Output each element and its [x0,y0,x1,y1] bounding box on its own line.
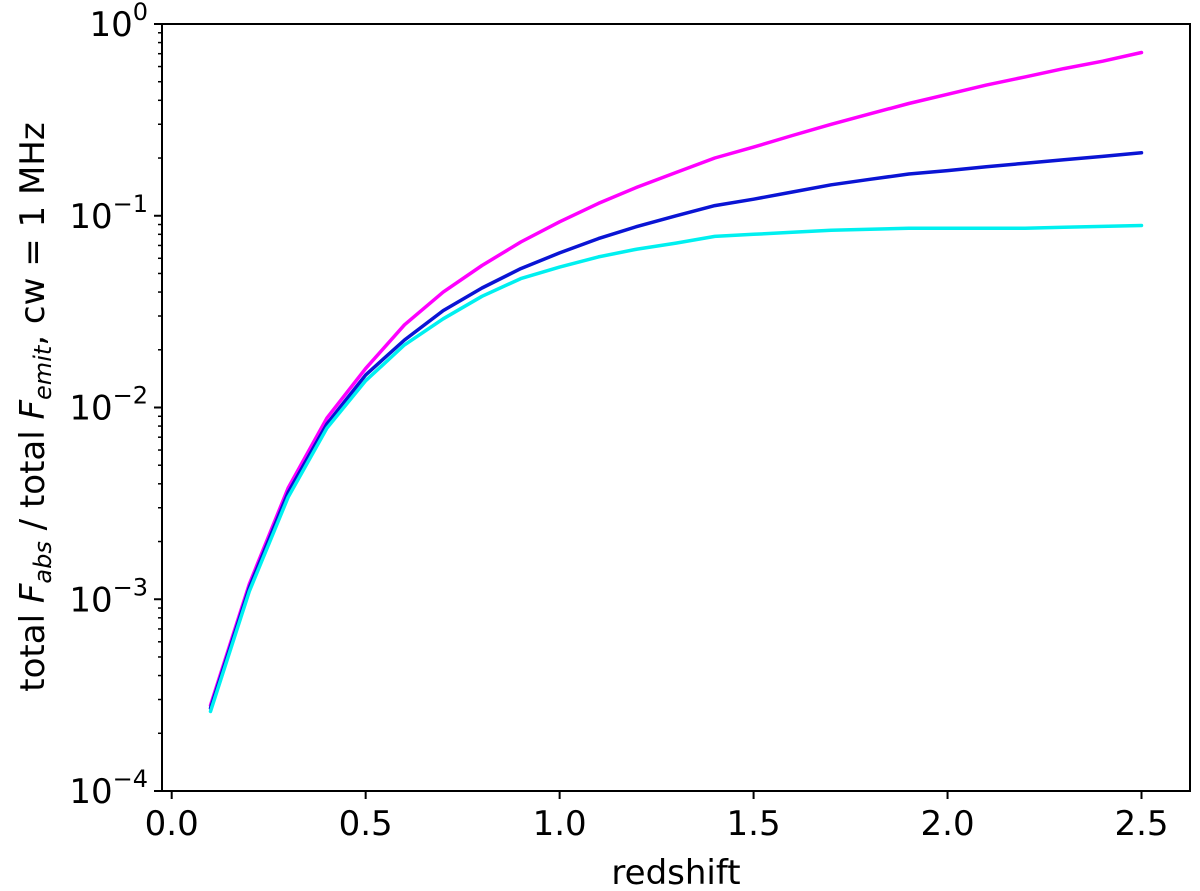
x-tick-label-4: 2.0 [921,804,975,844]
y-tick-label-3: 10−3 [69,573,148,620]
y-axis-label-middle: / total [13,420,53,542]
y-axis-ticks: 100 10−1 10−2 10−3 10−4 [69,0,162,812]
y-axis-label-prefix: total [13,603,53,692]
y-tick-label-2: 10−2 [69,382,148,429]
y-axis-label-symbol-emit: F [13,400,53,420]
y-axis-label-suffix: , cw = 1 MHz [13,122,53,345]
x-tick-label-1: 0.5 [339,804,393,844]
y-tick-label-1: 10−1 [69,190,148,237]
series-line-2 [208,151,1144,711]
y-axis-label-symbol-abs: F [13,583,53,603]
x-tick-label-5: 2.5 [1114,804,1168,844]
x-tick-label-3: 1.5 [727,804,781,844]
x-axis-ticks: 0.0 0.5 1.0 1.5 2.0 2.5 [145,791,1169,844]
x-tick-label-2: 1.0 [533,804,587,844]
y-axis-label-subscript-abs: abs [29,541,57,583]
series-line-1 [208,50,1144,708]
series-line-3 [208,223,1144,714]
y-axis-label-subscript-emit: emit [29,344,57,400]
series-layer [208,50,1144,714]
y-axis-label: total Fabs / total Femit, cw = 1 MHz [13,122,57,691]
x-tick-label-0: 0.0 [145,804,199,844]
x-axis-label: redshift [611,853,740,891]
y-tick-label-0: 100 [89,0,148,45]
y-tick-label-4: 10−4 [69,765,148,812]
